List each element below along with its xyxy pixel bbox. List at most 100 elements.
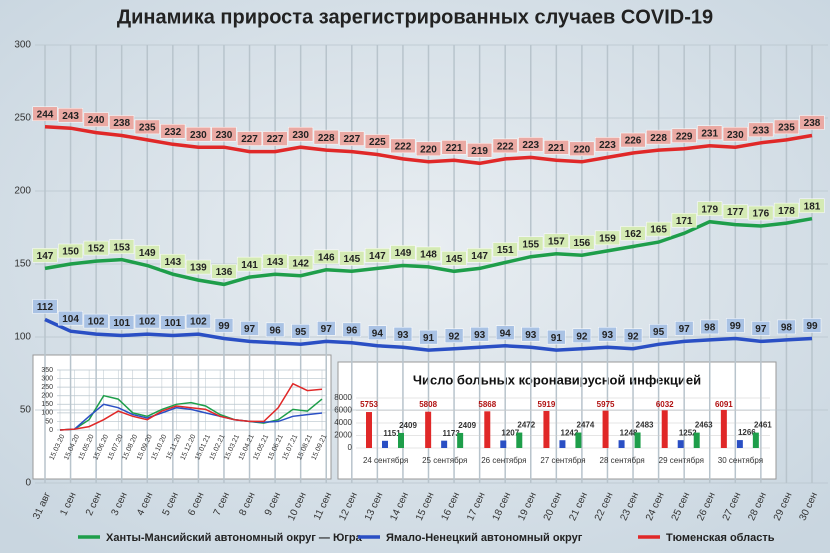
data-label: 146 <box>318 252 335 263</box>
bar <box>516 432 523 448</box>
data-label: 1151 <box>383 429 401 438</box>
data-label: 101 <box>113 318 130 329</box>
data-label: 149 <box>395 248 412 259</box>
data-label: 243 <box>62 111 79 122</box>
data-label: 92 <box>449 331 461 342</box>
x-tick-label: 24 сентября <box>363 456 408 465</box>
data-label-box <box>697 201 723 216</box>
data-label-box <box>134 245 160 260</box>
data-label: 228 <box>318 133 335 144</box>
data-label: 97 <box>755 324 767 335</box>
data-label: 6091 <box>715 400 733 409</box>
data-label: 229 <box>676 131 693 142</box>
data-label: 102 <box>88 317 105 328</box>
data-label: 2463 <box>695 421 713 430</box>
data-label-box <box>646 129 672 145</box>
y-tick-label: 250 <box>41 384 53 391</box>
data-label-box <box>109 115 135 130</box>
data-label-box <box>748 205 774 221</box>
x-tick-label: 28 сентября <box>600 456 645 465</box>
data-label: 147 <box>471 251 488 262</box>
bar <box>441 440 448 448</box>
bar <box>575 432 582 448</box>
data-label: 148 <box>420 250 437 261</box>
data-label: 141 <box>241 260 258 271</box>
data-label-box <box>547 329 566 345</box>
data-label: 230 <box>727 130 744 141</box>
y-tick-label: 8000 <box>334 393 352 402</box>
data-label: 220 <box>574 144 591 155</box>
bar <box>500 440 507 448</box>
data-label-box <box>291 324 310 339</box>
data-label: 223 <box>599 140 616 151</box>
data-label-box <box>58 310 84 326</box>
data-label-box <box>773 119 799 135</box>
data-label-box <box>185 126 211 142</box>
data-label-box <box>620 132 646 148</box>
y-tick-label: 200 <box>14 186 31 197</box>
bar <box>752 432 759 448</box>
data-label: 1242 <box>561 428 579 437</box>
data-label-box <box>773 202 799 218</box>
data-label: 227 <box>241 134 258 145</box>
data-label-box <box>572 328 592 343</box>
bar <box>661 410 668 448</box>
data-label: 177 <box>727 207 744 218</box>
x-tick-label: 29 сентября <box>659 456 704 465</box>
data-label: 219 <box>471 146 488 157</box>
data-label: 152 <box>88 244 105 255</box>
y-tick-label: 150 <box>14 259 31 270</box>
data-label: 91 <box>423 333 435 344</box>
y-tick-label: 300 <box>41 375 53 382</box>
data-label: 91 <box>551 333 563 344</box>
data-label: 5868 <box>478 400 496 409</box>
data-label-box <box>288 255 314 270</box>
data-label: 93 <box>397 330 409 341</box>
y-tick-label: 0 <box>348 443 353 452</box>
data-label: 139 <box>190 263 207 274</box>
data-label: 97 <box>244 324 256 335</box>
data-label-box <box>674 321 694 336</box>
data-label: 98 <box>704 323 716 334</box>
y-tick-label: 6000 <box>334 406 352 415</box>
series-line <box>44 125 813 166</box>
data-label: 230 <box>216 130 233 141</box>
bar <box>366 412 372 448</box>
data-label-box <box>521 326 541 342</box>
y-tick-label: 100 <box>41 410 53 417</box>
data-label-box <box>594 230 620 246</box>
data-label-box <box>185 313 211 329</box>
data-label: 228 <box>650 133 667 144</box>
data-label-box <box>109 239 135 254</box>
data-label-box <box>467 248 493 263</box>
data-label-box <box>390 138 416 154</box>
data-label: 99 <box>730 321 742 332</box>
data-label-box <box>83 313 109 329</box>
data-label-box <box>802 318 822 333</box>
data-label-box <box>799 198 825 213</box>
data-label-box <box>339 251 365 266</box>
data-label: 97 <box>321 324 333 335</box>
data-label: 101 <box>164 318 181 329</box>
data-label: 147 <box>37 251 54 262</box>
data-label: 142 <box>292 258 309 269</box>
data-label: 1207 <box>501 429 519 438</box>
series-line <box>44 216 813 287</box>
data-label: 179 <box>701 204 718 215</box>
data-label: 1248 <box>620 428 638 437</box>
data-label-box <box>109 315 135 330</box>
bar <box>618 440 625 448</box>
data-label-box <box>32 106 58 122</box>
data-label: 225 <box>369 137 386 148</box>
data-label: 222 <box>395 142 412 153</box>
data-label-box <box>777 319 796 335</box>
data-label: 178 <box>778 206 795 217</box>
bar <box>693 432 700 448</box>
y-tick-label: 300 <box>14 40 31 51</box>
series-line <box>59 394 323 431</box>
data-label: 1266 <box>738 428 756 437</box>
x-tick-label: 26 сентября <box>481 456 526 465</box>
data-label-box <box>237 131 263 146</box>
y-tick-label: 100 <box>14 332 31 343</box>
data-label: 5753 <box>360 400 378 409</box>
